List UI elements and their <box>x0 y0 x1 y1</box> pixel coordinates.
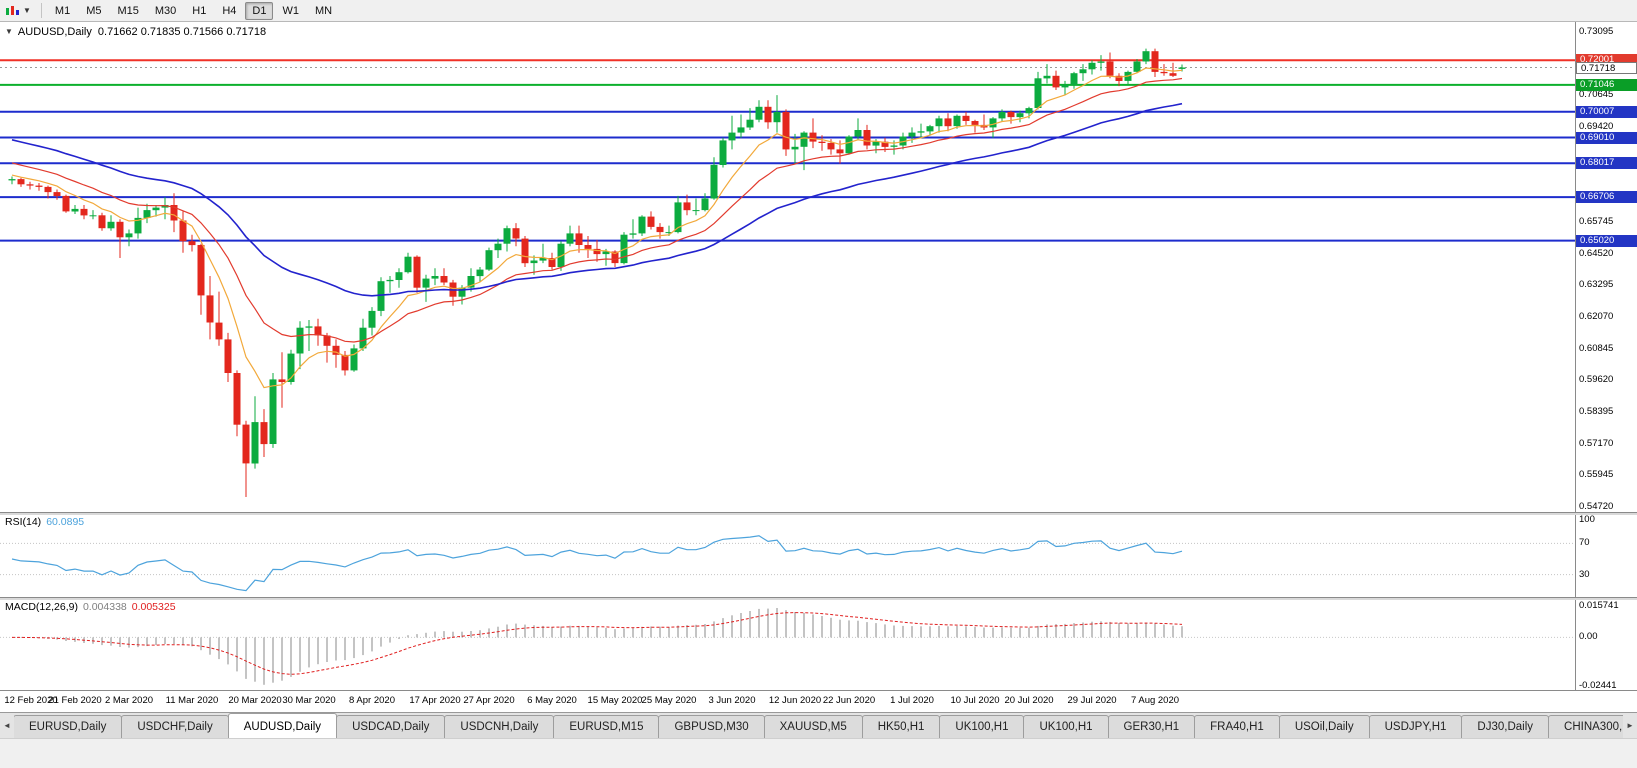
chart-ohlc-values: 0.71662 0.71835 0.71566 0.71718 <box>97 26 267 38</box>
macd-name: MACD(12,26,9) <box>5 601 78 613</box>
chart-title: ▼ AUDUSD,Daily 0.71662 0.71835 0.71566 0.7… <box>5 26 266 38</box>
chart-tab-usdchf-daily[interactable]: USDCHF,Daily <box>121 715 229 738</box>
timeframe-toolbar: ▼ M1 M5 M15 M30 H1 H4 D1 W1 MN <box>0 0 1637 22</box>
rsi-panel-splitter[interactable] <box>0 512 1637 515</box>
timeframe-button-m30[interactable]: M30 <box>154 4 177 17</box>
chart-tab-usdcnh-daily[interactable]: USDCNH,Daily <box>444 715 555 738</box>
chart-symbol-period: AUDUSD,Daily <box>17 26 92 38</box>
chart-tab-usoil-daily[interactable]: USOil,Daily <box>1278 715 1370 738</box>
timeframe-button-h1[interactable]: H1 <box>192 4 207 17</box>
price-axis-border[interactable] <box>1575 22 1576 690</box>
chart-tab-usdcad-daily[interactable]: USDCAD,Daily <box>336 715 446 738</box>
one-click-trading-icon[interactable]: ▼ <box>5 27 13 36</box>
timeframe-button-m15[interactable]: M15 <box>117 4 139 17</box>
chart-tab-xauusd-m5[interactable]: XAUUSD,M5 <box>763 715 863 738</box>
status-bar <box>0 738 1637 768</box>
toolbar-separator <box>40 3 42 18</box>
timeframe-button-m5[interactable]: M5 <box>86 4 102 17</box>
timeframe-button-w1[interactable]: W1 <box>282 4 299 17</box>
macd-panel-splitter[interactable] <box>0 597 1637 600</box>
rsi-name: RSI(14) <box>5 516 42 528</box>
timeframe-button-m1[interactable]: M1 <box>54 4 71 17</box>
chart-tab-eurusd-daily[interactable]: EURUSD,Daily <box>14 715 123 738</box>
chart-tabs: EURUSD,Daily USDCHF,Daily AUDUSD,Daily USDC… <box>14 713 1623 738</box>
chart-tab-bar: ◄ EURUSD,Daily USDCHF,Daily AUDUSD,Daily US… <box>0 712 1637 738</box>
chart-tab-uk100-h1[interactable]: UK100,H1 <box>939 715 1025 738</box>
macd-signal-value: 0.005325 <box>131 601 176 613</box>
chart-tab-usdjpy-h1[interactable]: USDJPY,H1 <box>1368 715 1463 738</box>
rsi-indicator-label: RSI(14) 60.0895 <box>5 516 84 528</box>
chart-tab-china300-h4[interactable]: CHINA300,H4 <box>1548 715 1623 738</box>
chart-tab-gbpusd-m30[interactable]: GBPUSD,M30 <box>658 715 765 738</box>
timeframe-buttons: M1 M5 M15 M30 H1 H4 D1 W1 MN <box>47 1 340 20</box>
macd-main-value: 0.004338 <box>82 601 127 613</box>
chart-tab-ger30-h1[interactable]: GER30,H1 <box>1107 715 1196 738</box>
tab-scroll-right-icon[interactable]: ► <box>1626 721 1634 730</box>
tab-scroll-left-icon[interactable]: ◄ <box>3 721 11 730</box>
chart-tab-audusd-daily[interactable]: AUDUSD,Daily <box>227 713 338 738</box>
chart-type-icon[interactable] <box>4 3 22 18</box>
chevron-down-icon[interactable]: ▼ <box>23 6 31 15</box>
macd-indicator-label: MACD(12,26,9) 0.004338 0.005325 <box>5 601 176 613</box>
date-axis-border <box>0 690 1637 691</box>
timeframe-button-d1[interactable]: D1 <box>245 1 274 20</box>
rsi-value: 60.0895 <box>46 516 85 528</box>
timeframe-button-h4[interactable]: H4 <box>222 4 237 17</box>
chart-tab-uk100-h1[interactable]: UK100,H1 <box>1023 715 1109 738</box>
chart-tab-fra40-h1[interactable]: FRA40,H1 <box>1194 715 1280 738</box>
chart-tab-eurusd-m15[interactable]: EURUSD,M15 <box>553 715 660 738</box>
chart-tab-dj30-daily[interactable]: DJ30,Daily <box>1461 715 1550 738</box>
timeframe-button-mn[interactable]: MN <box>314 4 333 17</box>
chart-tab-hk50-h1[interactable]: HK50,H1 <box>861 715 941 738</box>
